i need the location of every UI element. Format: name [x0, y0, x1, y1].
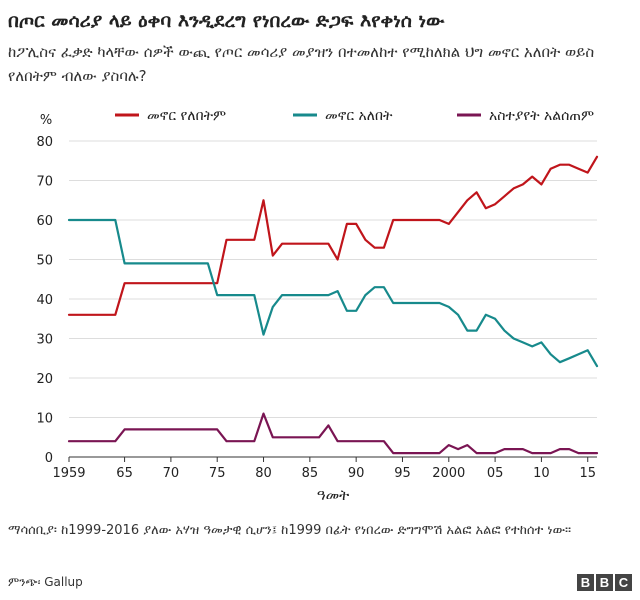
x-tick-label: 1959 [52, 466, 85, 481]
y-tick-label: 60 [36, 214, 53, 229]
bbc-logo-letter: C [615, 574, 632, 591]
bbc-logo: B B C [577, 574, 632, 591]
y-tick-label: 30 [36, 333, 53, 348]
legend-label: መኖር የለበትም [147, 108, 226, 124]
x-tick-label: 85 [302, 466, 319, 481]
y-tick-label: 80 [36, 135, 53, 150]
x-tick-label: 90 [348, 466, 365, 481]
y-tick-label: 10 [36, 412, 53, 427]
x-tick-label: 95 [394, 466, 411, 481]
legend-label: አስተያየት አልሰጠም [489, 108, 594, 124]
line-chart: 0 10 20 30 40 50 60 70 80 1959 65 70 75 80 85 90 95 2000 0… [36, 108, 599, 504]
series-line [67, 218, 599, 368]
chart-subtitle: ከፖሊስና ፈቃድ ካላቸው ሰዎች ውጪ የጦር መሳሪያ መያዝን በተመለ… [8, 43, 595, 85]
y-axis-unit: % [40, 113, 52, 128]
x-axis-title: ዓመት [317, 486, 350, 504]
x-tick-label: 70 [163, 466, 180, 481]
chart-note: ማሳሰቢያ፡ ከ1999-2016 ያለው አሃዝ ዓመታዊ ሲሆን፤ ከ199… [8, 523, 572, 538]
y-tick-label: 20 [36, 372, 53, 387]
bbc-logo-letter: B [577, 574, 594, 591]
y-tick-label: 40 [36, 293, 53, 308]
source-credit: ምንጭ፡ Gallup [8, 575, 83, 589]
y-tick-label: 0 [45, 451, 53, 466]
series-line [67, 412, 599, 455]
x-tick-label: 65 [116, 466, 133, 481]
x-tick-label: 80 [255, 466, 272, 481]
legend-label: መኖር አለበት [325, 108, 393, 124]
x-tick-label: 15 [579, 466, 596, 481]
x-tick-label: 2000 [432, 466, 465, 481]
x-tick-label: 10 [533, 466, 550, 481]
y-tick-label: 70 [36, 175, 53, 190]
x-tick-label: 05 [487, 466, 504, 481]
y-tick-label: 50 [36, 254, 53, 269]
chart-title: በጦር መሳሪያ ላይ ዕቀባ እንዲደረግ የነበረው ድጋፍ እየቀነሰ ነ… [8, 10, 445, 32]
bbc-logo-letter: B [596, 574, 613, 591]
x-tick-label: 75 [209, 466, 226, 481]
series-line [67, 155, 599, 316]
